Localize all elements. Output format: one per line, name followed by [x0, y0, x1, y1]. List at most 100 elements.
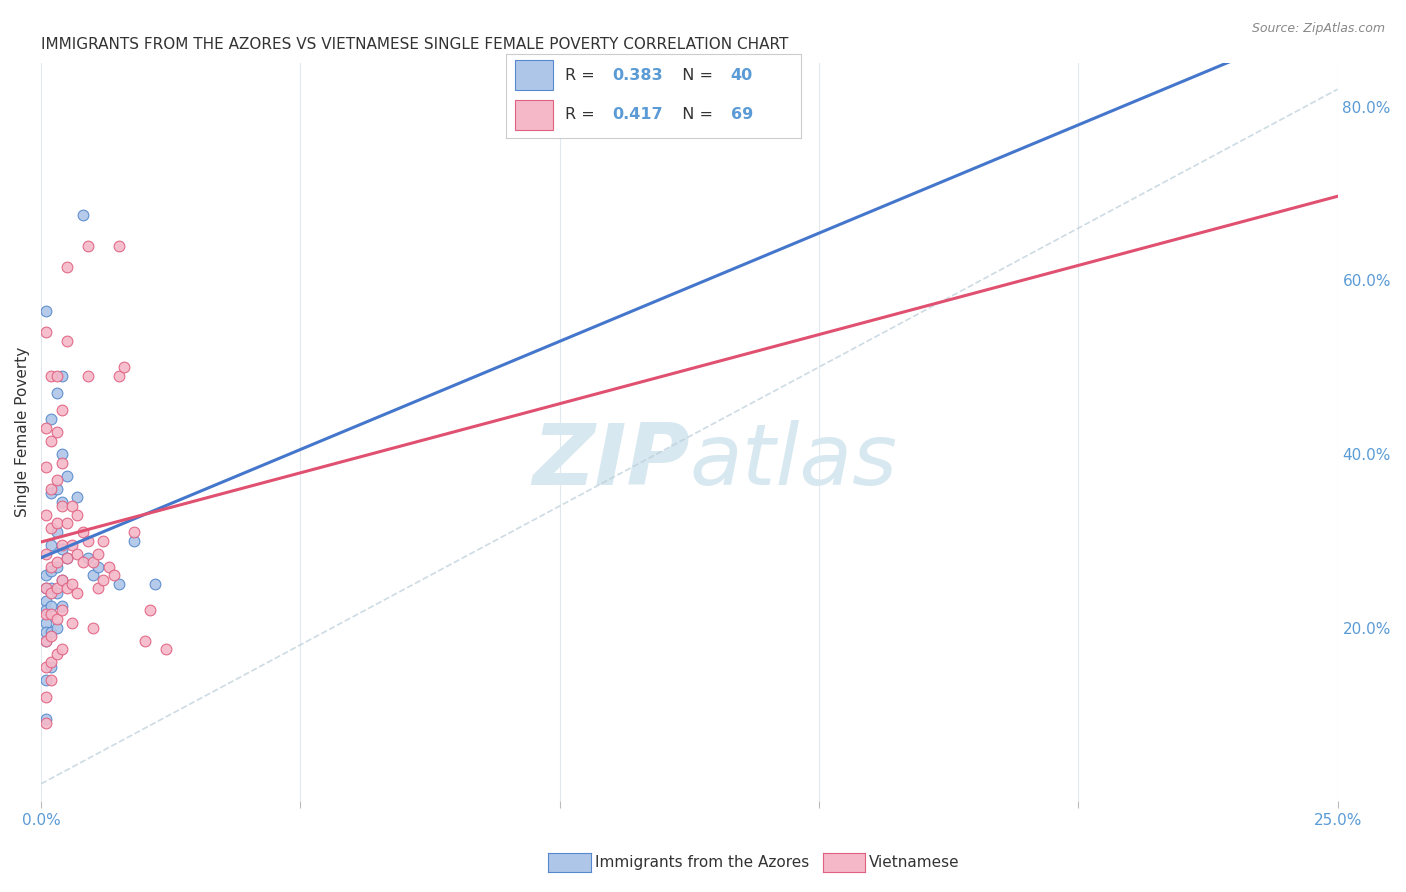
Text: ZIP: ZIP: [531, 420, 689, 503]
Point: [56, 260, 79, 275]
Point: [51, 538, 73, 552]
Text: Vietnamese: Vietnamese: [869, 855, 959, 870]
Point: [56, 334, 79, 348]
Point: [51, 542, 73, 557]
Point: [41, 659, 63, 673]
Point: [41, 655, 63, 669]
Point: [72, 555, 94, 569]
Point: [41, 434, 63, 448]
Point: [134, 633, 156, 648]
Point: [41, 582, 63, 596]
Point: [76, 238, 98, 252]
Point: [41, 559, 63, 574]
Point: [51, 642, 73, 657]
Point: [66, 490, 89, 504]
Text: Source: ZipAtlas.com: Source: ZipAtlas.com: [1251, 22, 1385, 36]
Point: [41, 673, 63, 687]
Point: [45, 425, 67, 439]
Point: [41, 607, 63, 622]
Point: [56, 551, 79, 566]
Point: [35, 633, 58, 648]
Point: [35, 633, 58, 648]
Point: [60, 577, 83, 591]
Text: 69: 69: [731, 107, 752, 121]
Point: [93, 533, 115, 548]
Point: [45, 386, 67, 401]
Point: [112, 359, 135, 374]
Y-axis label: Single Female Poverty: Single Female Poverty: [15, 347, 30, 517]
Point: [41, 624, 63, 639]
Point: [41, 586, 63, 600]
Point: [51, 403, 73, 417]
Point: [35, 568, 58, 582]
Point: [41, 564, 63, 578]
Point: [66, 508, 89, 522]
Point: [41, 486, 63, 500]
Point: [41, 629, 63, 643]
Point: [35, 673, 58, 687]
Point: [45, 559, 67, 574]
Point: [35, 624, 58, 639]
Point: [45, 524, 67, 539]
Point: [35, 659, 58, 673]
Point: [35, 716, 58, 731]
Point: [41, 599, 63, 613]
Point: [45, 482, 67, 496]
Text: N =: N =: [672, 68, 717, 83]
Point: [76, 551, 98, 566]
Text: 0.417: 0.417: [613, 107, 664, 121]
Text: R =: R =: [565, 68, 600, 83]
Point: [35, 594, 58, 608]
Point: [56, 516, 79, 531]
Point: [41, 368, 63, 383]
Point: [41, 521, 63, 535]
Point: [76, 533, 98, 548]
Point: [45, 620, 67, 634]
Point: [35, 459, 58, 474]
Point: [139, 603, 162, 617]
Point: [41, 538, 63, 552]
Point: [35, 421, 58, 435]
Point: [35, 712, 58, 726]
Point: [66, 586, 89, 600]
Point: [124, 533, 146, 548]
Point: [51, 603, 73, 617]
Point: [82, 568, 104, 582]
Point: [143, 577, 166, 591]
Point: [76, 368, 98, 383]
Point: [41, 482, 63, 496]
Point: [45, 582, 67, 596]
Point: [35, 616, 58, 631]
Point: [45, 368, 67, 383]
Text: 40: 40: [731, 68, 752, 83]
Point: [35, 582, 58, 596]
Text: R =: R =: [565, 107, 600, 121]
Point: [155, 642, 177, 657]
Point: [45, 516, 67, 531]
Point: [82, 555, 104, 569]
Point: [41, 412, 63, 426]
Point: [60, 538, 83, 552]
Point: [51, 494, 73, 508]
Point: [51, 573, 73, 587]
Point: [97, 559, 120, 574]
Text: IMMIGRANTS FROM THE AZORES VS VIETNAMESE SINGLE FEMALE POVERTY CORRELATION CHART: IMMIGRANTS FROM THE AZORES VS VIETNAMESE…: [41, 37, 789, 53]
Point: [35, 508, 58, 522]
Point: [108, 368, 131, 383]
Point: [35, 303, 58, 318]
Point: [45, 647, 67, 661]
Point: [66, 547, 89, 561]
Point: [35, 690, 58, 704]
Point: [72, 524, 94, 539]
Point: [35, 607, 58, 622]
Point: [56, 551, 79, 566]
Bar: [515, 100, 554, 130]
Text: Immigrants from the Azores: Immigrants from the Azores: [595, 855, 808, 870]
Point: [108, 238, 131, 252]
Point: [45, 612, 67, 626]
Point: [35, 326, 58, 340]
Point: [51, 456, 73, 470]
Point: [45, 586, 67, 600]
Text: atlas: atlas: [689, 420, 897, 503]
Text: N =: N =: [672, 107, 717, 121]
